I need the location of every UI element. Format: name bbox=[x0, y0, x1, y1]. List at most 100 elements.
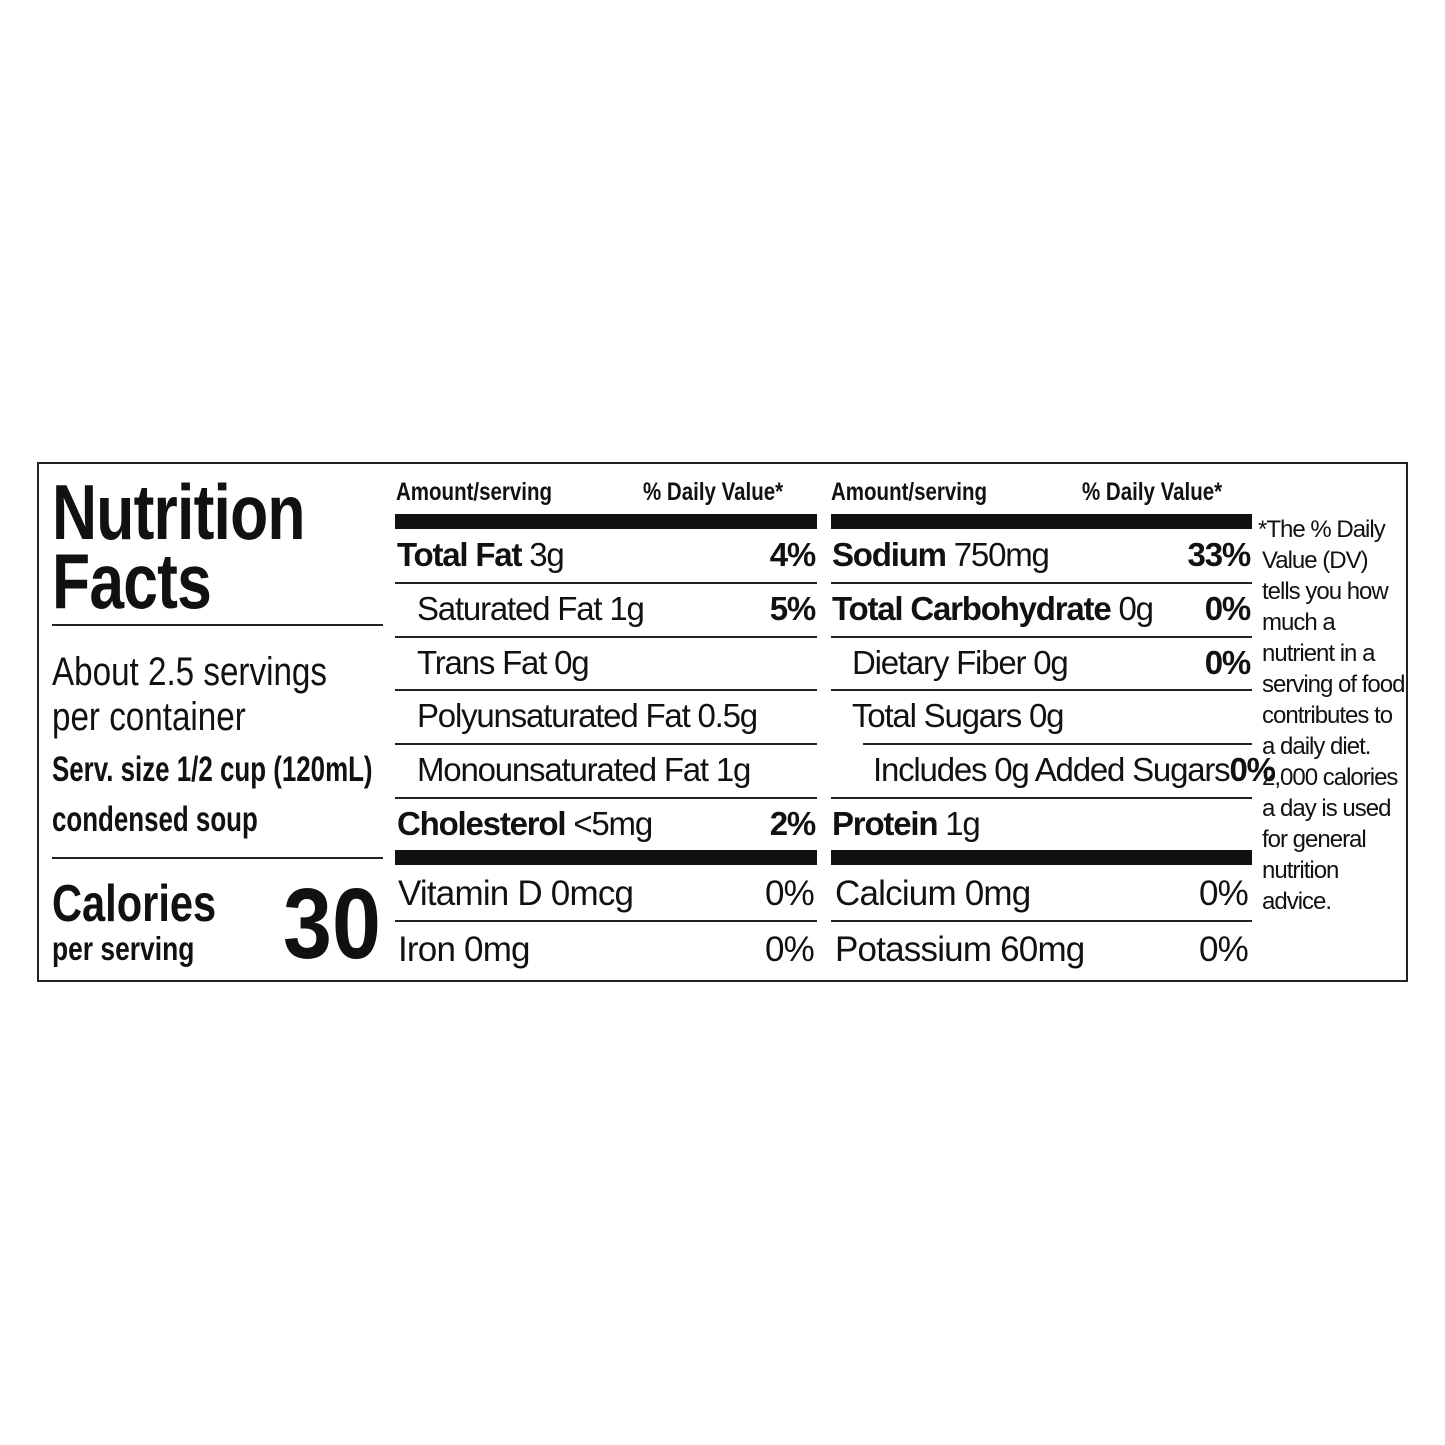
divider bbox=[831, 636, 1252, 638]
nutrient-name: Includes 0g Added Sugars bbox=[873, 751, 1231, 788]
divider bbox=[52, 857, 383, 859]
vitamin-row-vitamin-d: Vitamin D 0mcg 0% bbox=[398, 866, 815, 921]
divider bbox=[395, 689, 817, 691]
divider bbox=[831, 797, 1252, 799]
footnote-line: a daily diet. bbox=[1262, 733, 1371, 760]
nutrient-row-saturated-fat: Saturated Fat 1g 5% bbox=[417, 583, 817, 635]
nutrient-amount: 1g bbox=[715, 751, 752, 788]
calories-value-text: 30 bbox=[283, 868, 381, 980]
nutrient-name: Total Fat bbox=[397, 536, 522, 573]
footnote-line: a day is used bbox=[1262, 795, 1391, 822]
servings-text: About 2.5 servings bbox=[52, 650, 327, 694]
calories-sub-text: per serving bbox=[52, 930, 195, 967]
nutrient-name: Saturated Fat bbox=[417, 590, 603, 627]
nutrient-amount: 1g bbox=[945, 805, 981, 842]
nutrient-amount: 1g bbox=[609, 590, 645, 627]
divider bbox=[863, 743, 1252, 745]
header-text: Amount/serving bbox=[396, 478, 553, 506]
divider bbox=[52, 624, 383, 626]
divider bbox=[395, 636, 817, 638]
calories-label: Calories bbox=[52, 878, 257, 930]
nutrient-row-total-fat: Total Fat 3g 4% bbox=[397, 529, 817, 581]
nutrient-dv: 5% bbox=[769, 590, 817, 627]
nutrient-name: Total Sugars bbox=[852, 697, 1022, 734]
vitamin-text: Potassium 60mg bbox=[835, 930, 1085, 969]
vitamin-row-potassium: Potassium 60mg 0% bbox=[835, 922, 1249, 978]
thick-bar bbox=[395, 850, 817, 865]
footnote-line: advice. bbox=[1262, 888, 1332, 915]
vitamin-dv: 0% bbox=[765, 873, 815, 913]
vitamin-dv: 0% bbox=[765, 930, 815, 969]
nutrient-row-trans-fat: Trans Fat 0g bbox=[417, 637, 815, 689]
nutrient-dv: 0% bbox=[1229, 751, 1277, 788]
nutrient-name: Protein bbox=[832, 805, 938, 842]
servings-per-container: About 2.5 servings bbox=[52, 652, 383, 692]
nutrient-row-added-sugars: Includes 0g Added Sugars 0% bbox=[873, 744, 1276, 796]
servings-text: per container bbox=[52, 695, 246, 739]
nutrient-name: Polyunsaturated Fat bbox=[417, 697, 691, 734]
nutrient-name: Cholesterol bbox=[397, 805, 567, 842]
nutrient-dv: 4% bbox=[769, 536, 817, 573]
nutrient-amount: 0g bbox=[554, 644, 590, 681]
vitamin-text: Vitamin D 0mcg bbox=[398, 873, 634, 913]
serving-size-text: Serv. size 1/2 cup (120mL) bbox=[52, 750, 373, 789]
divider bbox=[831, 920, 1252, 922]
serving-size-2: condensed soup bbox=[52, 802, 330, 837]
footnote-line: *The % Daily bbox=[1258, 516, 1386, 543]
divider bbox=[395, 920, 817, 922]
header-text: % Daily Value* bbox=[643, 478, 784, 506]
vitamin-row-iron: Iron 0mg 0% bbox=[398, 922, 815, 978]
nutrient-dv: 2% bbox=[769, 805, 817, 842]
nutrient-row-cholesterol: Cholesterol <5mg 2% bbox=[397, 798, 817, 850]
footnote-line: Value (DV) bbox=[1262, 547, 1369, 574]
nutrient-dv: 33% bbox=[1187, 536, 1252, 573]
header-text: % Daily Value* bbox=[1082, 478, 1223, 506]
nutrient-row-total-sugars: Total Sugars 0g bbox=[852, 690, 1250, 742]
nutrient-name: Total Carbohydrate bbox=[832, 590, 1112, 627]
vitamin-dv: 0% bbox=[1199, 930, 1249, 969]
vitamin-text: Iron 0mg bbox=[398, 930, 531, 969]
nutrient-row-polyunsaturated-fat: Polyunsaturated Fat 0.5g bbox=[417, 690, 815, 742]
nutrient-row-dietary-fiber: Dietary Fiber 0g 0% bbox=[852, 637, 1252, 689]
nutrient-amount: 3g bbox=[529, 536, 565, 573]
nutrient-name: Trans Fat bbox=[417, 644, 547, 681]
divider bbox=[831, 582, 1252, 584]
thick-bar bbox=[831, 514, 1252, 529]
header-dv: % Daily Value* bbox=[643, 480, 814, 505]
vitamin-row-calcium: Calcium 0mg 0% bbox=[835, 866, 1249, 921]
nutrient-amount: 750mg bbox=[953, 536, 1050, 573]
nutrient-dv: 0% bbox=[1204, 644, 1252, 681]
footnote-line: tells you how bbox=[1262, 578, 1389, 605]
nutrient-name: Dietary Fiber bbox=[852, 644, 1026, 681]
nutrient-amount: 0g bbox=[1118, 590, 1154, 627]
header-text: Amount/serving bbox=[831, 478, 988, 506]
nutrient-name: Sodium bbox=[832, 536, 947, 573]
header-amount: Amount/serving bbox=[831, 480, 1021, 505]
nutrient-amount: 0.5g bbox=[697, 697, 759, 734]
nutrient-row-monounsaturated-fat: Monounsaturated Fat 1g bbox=[417, 744, 815, 796]
vitamin-text: Calcium 0mg bbox=[835, 873, 1031, 913]
nutrient-dv: 0% bbox=[1204, 590, 1252, 627]
serving-size-text: condensed soup bbox=[52, 800, 258, 839]
nutrient-name: Monounsaturated Fat bbox=[417, 751, 709, 788]
header-dv: % Daily Value* bbox=[1082, 480, 1253, 505]
divider bbox=[831, 689, 1252, 691]
thick-bar bbox=[831, 850, 1252, 865]
title-text: Facts bbox=[52, 537, 212, 625]
calories-sub: per serving bbox=[52, 932, 230, 965]
divider bbox=[395, 743, 817, 745]
calories-text: Calories bbox=[52, 875, 217, 933]
nutrient-amount: <5mg bbox=[573, 805, 653, 842]
footnote-line: for general bbox=[1262, 826, 1367, 853]
vitamin-dv: 0% bbox=[1199, 873, 1249, 913]
nutrient-row-sodium: Sodium 750mg 33% bbox=[832, 529, 1252, 581]
footnote-line: nutrient in a bbox=[1262, 640, 1375, 667]
header-amount: Amount/serving bbox=[396, 480, 586, 505]
footnote-line: contributes to bbox=[1262, 702, 1393, 729]
footnote-line: nutrition bbox=[1262, 857, 1339, 884]
title-text: Nutrition bbox=[52, 468, 306, 556]
label-title-line1: Nutrition bbox=[52, 473, 368, 551]
daily-value-footnote: *The % Daily Value (DV) tells you how mu… bbox=[1258, 514, 1407, 917]
calories-value: 30 bbox=[283, 874, 394, 974]
label-title-line2: Facts bbox=[52, 542, 251, 620]
